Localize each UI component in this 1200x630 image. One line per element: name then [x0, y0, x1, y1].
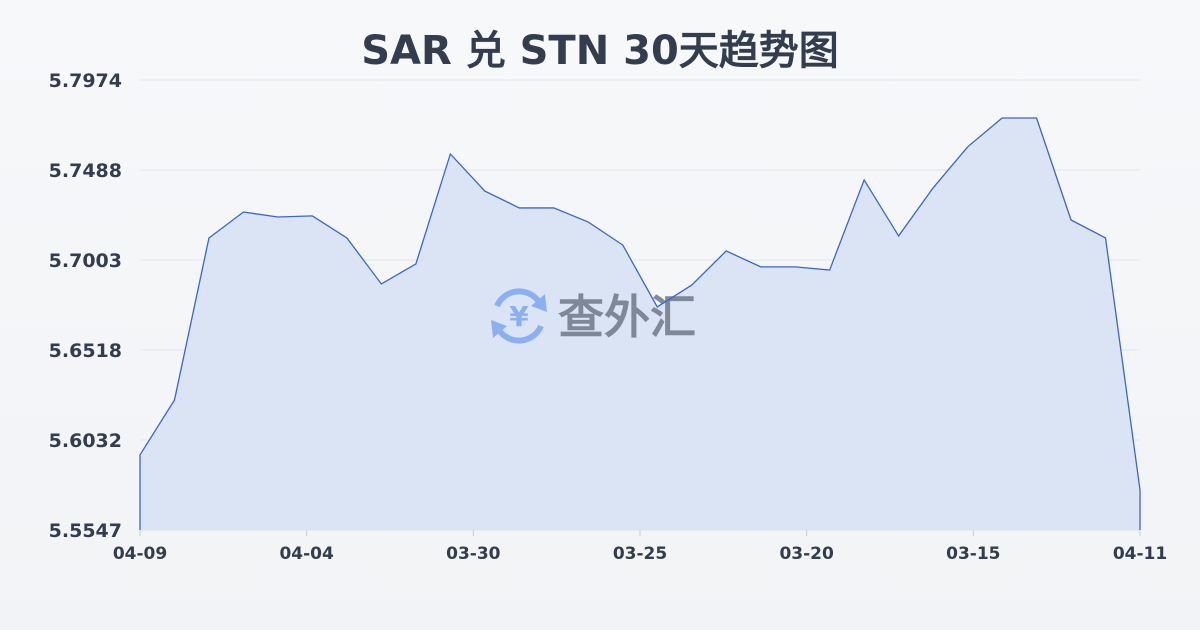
y-tick-label: 5.6518 — [49, 340, 122, 362]
y-tick-label: 5.6032 — [49, 430, 122, 452]
svg-text:¥: ¥ — [509, 300, 529, 333]
data-points — [139, 117, 1141, 491]
x-tick-label: 03-30 — [446, 544, 501, 564]
area-fill — [140, 118, 1140, 530]
chart-title: SAR 兑 STN 30天趋势图 — [361, 28, 839, 74]
x-tick-label: 03-20 — [779, 544, 834, 564]
y-tick-label: 5.5547 — [49, 520, 122, 542]
x-tick-label: 03-25 — [613, 544, 667, 564]
y-tick-label: 5.7003 — [49, 250, 122, 272]
x-tick-label: 04-11 — [1113, 544, 1167, 564]
x-tick-label: 04-04 — [279, 544, 334, 564]
yen-exchange-icon: ¥ — [491, 288, 547, 344]
y-tick-label: 5.7974 — [49, 70, 122, 92]
series-line — [139, 117, 1141, 530]
x-tick-label: 03-15 — [946, 544, 1000, 564]
y-tick-label: 5.7488 — [49, 160, 122, 182]
watermark: ¥ 查外汇 — [491, 288, 696, 344]
watermark-text: 查外汇 — [558, 290, 696, 344]
x-tick-label: 04-09 — [113, 544, 167, 564]
